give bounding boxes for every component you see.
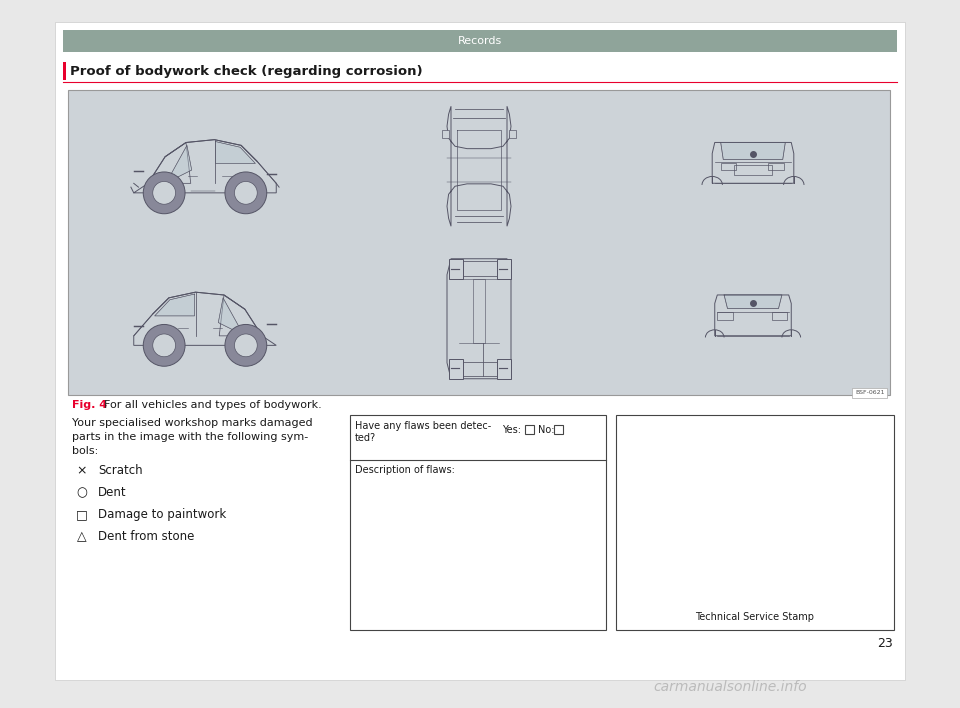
Bar <box>448 258 463 279</box>
Bar <box>455 362 503 377</box>
Text: Proof of bodywork check (regarding corrosion): Proof of bodywork check (regarding corro… <box>70 64 422 77</box>
Text: carmanualsonline.info: carmanualsonline.info <box>653 680 806 694</box>
Polygon shape <box>218 298 243 334</box>
Text: parts in the image with the following sym-: parts in the image with the following sy… <box>72 432 308 442</box>
Text: No:: No: <box>538 425 555 435</box>
Ellipse shape <box>234 334 257 357</box>
Bar <box>717 312 732 321</box>
Ellipse shape <box>143 324 185 366</box>
Text: ×: × <box>77 464 87 477</box>
Ellipse shape <box>143 172 185 214</box>
Ellipse shape <box>153 181 176 204</box>
Text: For all vehicles and types of bodywork.: For all vehicles and types of bodywork. <box>104 400 322 410</box>
Bar <box>525 425 534 434</box>
Text: Yes:: Yes: <box>502 425 521 435</box>
Text: 23: 23 <box>877 637 893 650</box>
Ellipse shape <box>225 172 267 214</box>
Text: ted?: ted? <box>355 433 376 443</box>
Text: Description of flaws:: Description of flaws: <box>355 465 455 475</box>
Bar <box>616 415 894 630</box>
Bar <box>510 130 516 138</box>
Text: Records: Records <box>458 36 502 46</box>
Bar <box>63 62 66 80</box>
Bar <box>443 130 448 138</box>
Bar <box>63 30 897 52</box>
Text: ○: ○ <box>77 486 87 499</box>
Text: △: △ <box>77 530 86 543</box>
Polygon shape <box>447 258 511 379</box>
Ellipse shape <box>225 324 267 366</box>
Text: bols:: bols: <box>72 446 98 456</box>
Bar <box>472 279 486 343</box>
Bar <box>496 359 511 379</box>
Text: Your specialised workshop marks damaged: Your specialised workshop marks damaged <box>72 418 313 428</box>
Polygon shape <box>724 295 781 309</box>
Text: Have any flaws been detec-: Have any flaws been detec- <box>355 421 492 431</box>
Bar <box>448 359 463 379</box>
Polygon shape <box>447 106 511 227</box>
Bar <box>734 164 772 175</box>
Polygon shape <box>215 142 255 164</box>
Polygon shape <box>721 142 785 159</box>
Text: Dent from stone: Dent from stone <box>98 530 194 543</box>
Polygon shape <box>715 295 791 336</box>
Bar <box>455 261 503 275</box>
Text: Damage to paintwork: Damage to paintwork <box>98 508 227 521</box>
Text: Scratch: Scratch <box>98 464 143 477</box>
Polygon shape <box>167 145 192 181</box>
Bar <box>772 312 787 321</box>
Text: BSF-0621: BSF-0621 <box>855 391 885 396</box>
Text: □: □ <box>76 508 88 521</box>
Polygon shape <box>133 139 276 193</box>
Polygon shape <box>155 294 195 316</box>
Ellipse shape <box>153 334 176 357</box>
Text: Dent: Dent <box>98 486 127 499</box>
Bar <box>852 388 887 398</box>
Ellipse shape <box>234 181 257 204</box>
Text: Technical Service Stamp: Technical Service Stamp <box>695 612 814 622</box>
Bar <box>554 425 563 434</box>
Polygon shape <box>712 142 794 183</box>
Bar <box>721 163 736 170</box>
Bar <box>496 258 511 279</box>
Bar <box>768 163 783 170</box>
Bar <box>55 22 905 680</box>
Bar <box>68 90 890 395</box>
Polygon shape <box>133 292 276 346</box>
Text: Fig. 4: Fig. 4 <box>72 400 108 410</box>
Bar <box>350 415 606 630</box>
